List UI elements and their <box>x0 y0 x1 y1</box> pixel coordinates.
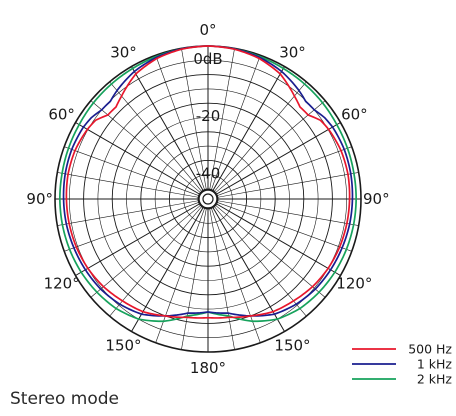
grid-spoke <box>109 81 202 192</box>
legend-label: 500 Hz <box>408 342 452 357</box>
grid-spoke <box>217 200 359 226</box>
angle-label: 30° <box>110 44 137 62</box>
label-layer: 0° 30° 30° 60° 60° 90° 90° 120° 120° 150° 150° 180°… <box>26 21 389 377</box>
radial-label: -40 <box>196 164 221 182</box>
legend-label: 2 kHz <box>417 372 453 387</box>
series-curve-500-hz <box>65 45 351 319</box>
grid-spoke <box>90 100 201 193</box>
grid-spoke <box>64 202 199 252</box>
grid-spoke <box>57 200 199 226</box>
grid-spoke <box>155 55 205 190</box>
grid-spoke <box>131 66 204 191</box>
grid-spoke <box>215 205 326 298</box>
angle-label: 150° <box>274 336 310 354</box>
legend-label: 1 kHz <box>417 357 453 372</box>
grid-spoke <box>181 48 207 190</box>
grid-spoke <box>217 202 352 252</box>
grid-spoke <box>90 205 201 298</box>
angle-label: 90° <box>363 190 390 208</box>
grid-spoke <box>212 207 285 332</box>
angle-label: 150° <box>105 336 141 354</box>
grid-spoke <box>217 146 352 196</box>
grid-spoke <box>215 100 326 193</box>
grid-spoke <box>131 207 204 332</box>
angle-label: 90° <box>26 190 53 208</box>
series-layer <box>59 45 357 323</box>
grid-spoke <box>75 203 200 276</box>
grid-spoke <box>211 55 261 190</box>
grid-spoke <box>214 206 307 317</box>
grid-spoke <box>57 172 199 198</box>
angle-label: 0° <box>199 21 216 39</box>
grid-spoke <box>217 172 359 198</box>
grid-spoke <box>212 66 285 191</box>
grid-spoke <box>64 146 199 196</box>
polar-grid <box>54 45 362 353</box>
grid-spoke <box>75 122 200 195</box>
grid-spoke <box>181 208 207 350</box>
angle-label: 60° <box>341 106 368 124</box>
grid-spoke <box>216 203 341 276</box>
angle-label: 60° <box>48 106 75 124</box>
radial-label: 0dB <box>193 50 222 68</box>
grid-spoke <box>209 208 235 350</box>
angle-label: 120° <box>44 275 80 293</box>
chart-caption: Stereo mode <box>10 389 120 409</box>
grid-spoke <box>209 48 235 190</box>
angle-label: 120° <box>336 275 372 293</box>
center-hub-inner <box>202 193 214 205</box>
grid-spoke <box>109 206 202 317</box>
angle-label: 180° <box>190 359 226 377</box>
radial-label: -20 <box>196 107 221 125</box>
grid-spoke <box>216 122 341 195</box>
angle-label: 30° <box>279 44 306 62</box>
grid-spoke <box>214 81 307 192</box>
